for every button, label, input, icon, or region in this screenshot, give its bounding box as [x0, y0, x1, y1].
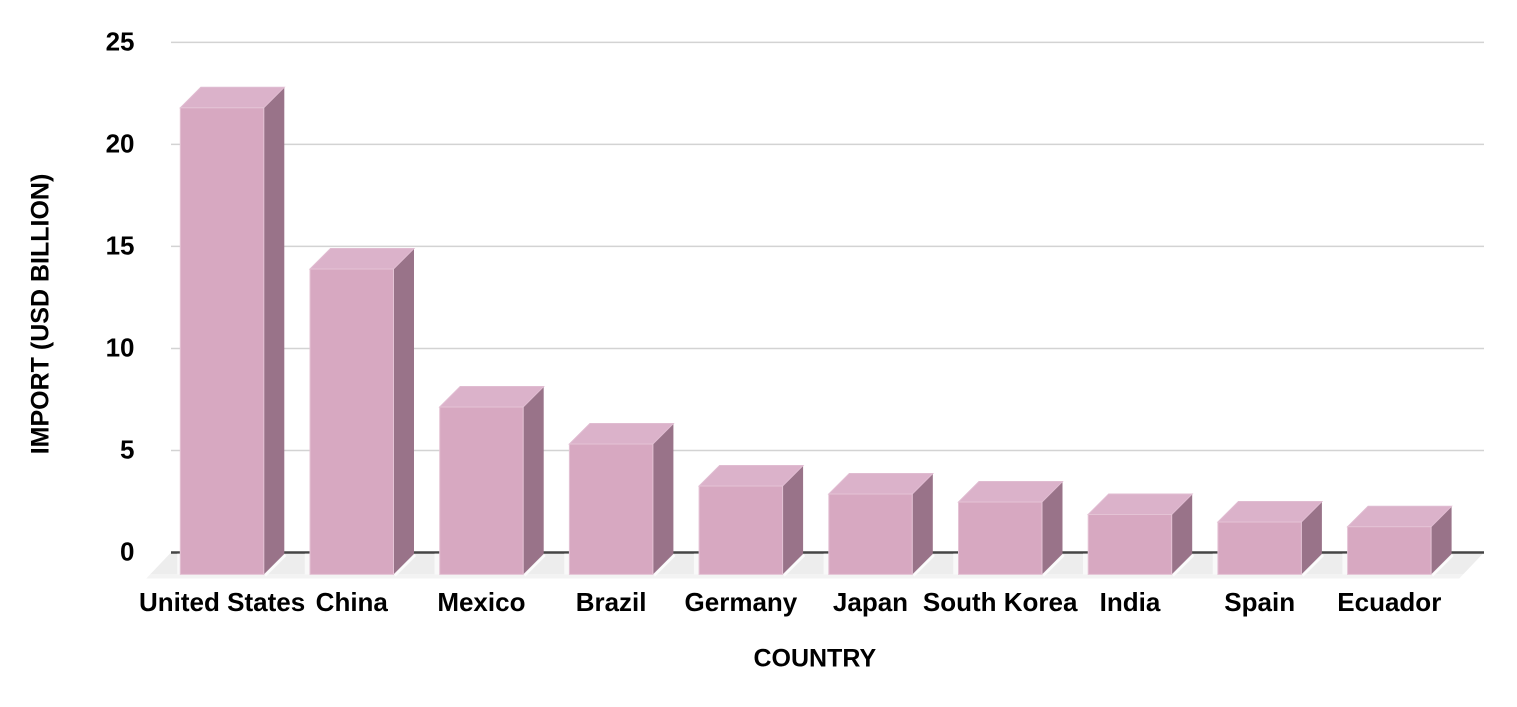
svg-text:United States: United States: [139, 587, 305, 617]
svg-text:15: 15: [106, 231, 135, 261]
svg-text:South Korea: South Korea: [923, 587, 1078, 617]
svg-text:India: India: [1100, 587, 1161, 617]
svg-text:25: 25: [106, 27, 135, 57]
svg-text:Brazil: Brazil: [576, 587, 647, 617]
svg-text:20: 20: [106, 129, 135, 159]
svg-text:Mexico: Mexico: [437, 587, 525, 617]
svg-text:10: 10: [106, 333, 135, 363]
svg-text:COUNTRY: COUNTRY: [753, 645, 876, 673]
svg-text:China: China: [316, 587, 389, 617]
svg-text:0: 0: [120, 537, 134, 567]
svg-text:IMPORT (USD BILLION): IMPORT (USD BILLION): [27, 174, 55, 455]
svg-text:Japan: Japan: [833, 587, 908, 617]
svg-text:Spain: Spain: [1224, 587, 1295, 617]
svg-text:Ecuador: Ecuador: [1337, 587, 1441, 617]
svg-text:Germany: Germany: [685, 587, 798, 617]
svg-text:5: 5: [120, 435, 134, 465]
